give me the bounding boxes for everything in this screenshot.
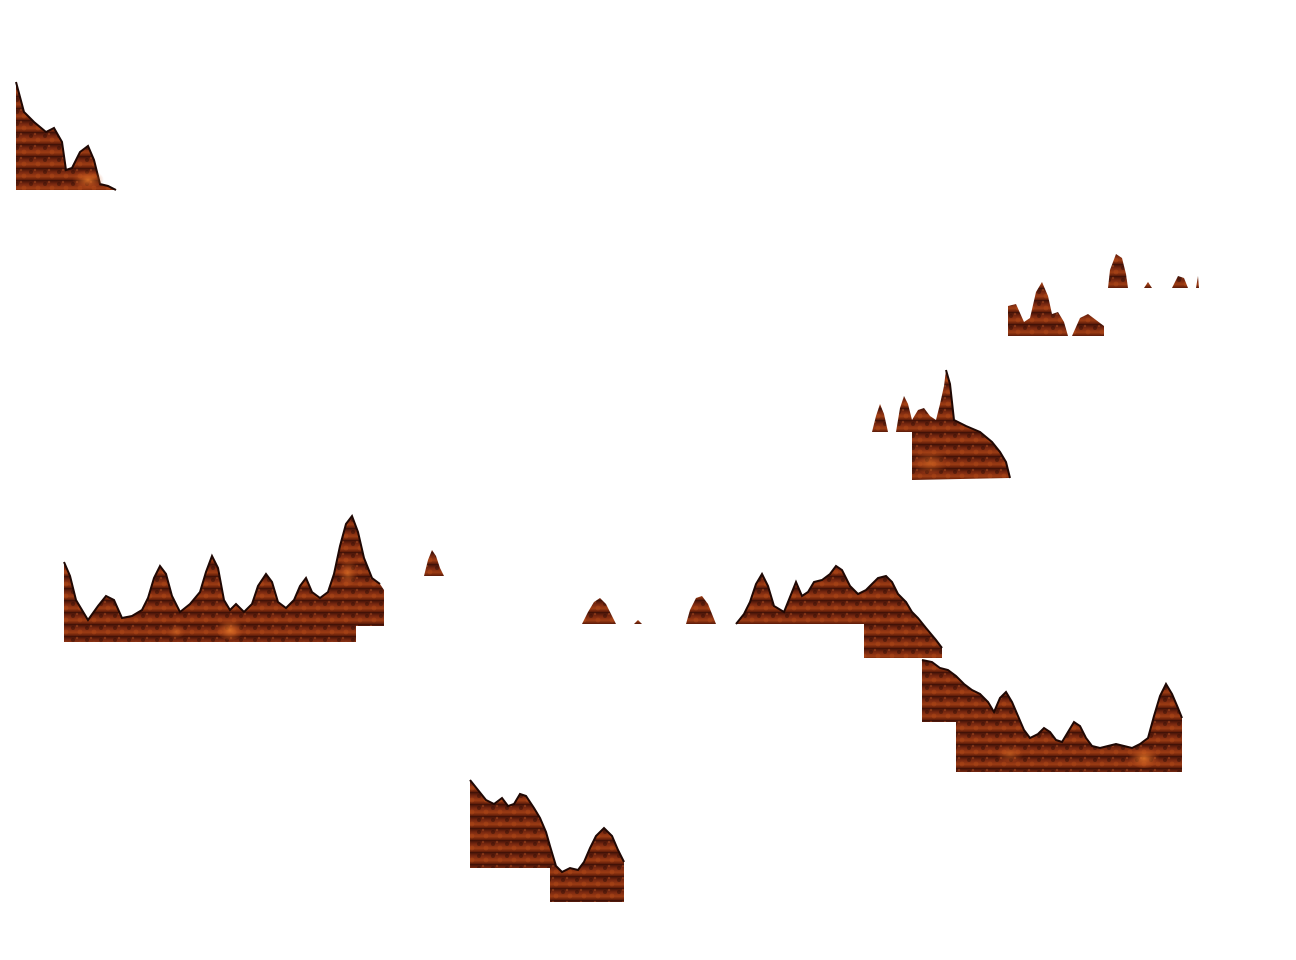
terrain-platform-top-left	[15, 81, 117, 191]
terrain-platform-left-long	[63, 513, 384, 642]
terrain-spike-small	[424, 550, 444, 576]
terrain-platform-middle-right	[872, 369, 1011, 480]
terrain-platform-middle-ridge	[582, 564, 943, 658]
terrain-platform-right-descending	[921, 659, 1183, 772]
terrain-platform-bottom-center	[469, 779, 625, 902]
terrain-platform-upper-right	[1008, 254, 1199, 336]
